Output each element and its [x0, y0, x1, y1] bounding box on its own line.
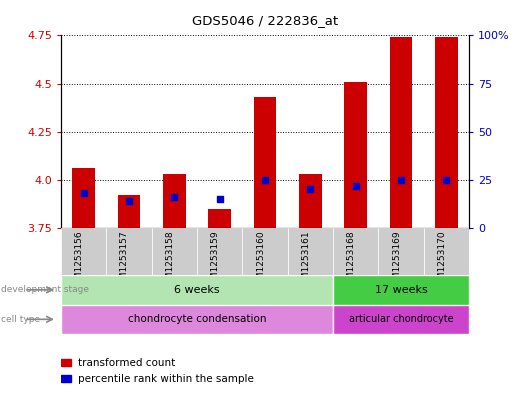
Text: GSM1253157: GSM1253157: [120, 230, 129, 291]
Bar: [435, 37, 458, 228]
Bar: [61, 305, 333, 334]
Text: GSM1253156: GSM1253156: [75, 230, 84, 291]
Text: GSM1253168: GSM1253168: [347, 230, 356, 291]
Text: 6 weeks: 6 weeks: [174, 285, 220, 295]
Text: GSM1253160: GSM1253160: [256, 230, 265, 291]
Bar: [423, 228, 469, 275]
Bar: [61, 375, 70, 382]
Point: [306, 186, 315, 193]
Bar: [118, 195, 140, 228]
Bar: [61, 359, 70, 365]
Bar: [333, 275, 469, 305]
Text: chondrocyte condensation: chondrocyte condensation: [128, 314, 266, 324]
Text: GSM1253159: GSM1253159: [210, 230, 219, 291]
Bar: [333, 305, 469, 334]
Text: transformed count: transformed count: [78, 358, 175, 368]
Bar: [152, 228, 197, 275]
Bar: [254, 97, 276, 228]
Bar: [378, 228, 423, 275]
Bar: [344, 82, 367, 228]
Text: GSM1253161: GSM1253161: [302, 230, 311, 291]
Text: GDS5046 / 222836_at: GDS5046 / 222836_at: [192, 14, 338, 27]
Bar: [107, 228, 152, 275]
Text: articular chondrocyte: articular chondrocyte: [349, 314, 453, 324]
Bar: [242, 228, 288, 275]
Bar: [72, 168, 95, 228]
Bar: [333, 228, 378, 275]
Bar: [299, 174, 322, 228]
Text: percentile rank within the sample: percentile rank within the sample: [78, 374, 254, 384]
Text: GSM1253170: GSM1253170: [437, 230, 446, 291]
Bar: [61, 275, 333, 305]
Text: development stage: development stage: [1, 285, 89, 294]
Text: cell type: cell type: [1, 315, 40, 324]
Bar: [197, 228, 242, 275]
Point: [351, 182, 360, 189]
Point: [397, 176, 405, 183]
Point: [442, 176, 450, 183]
Point: [261, 176, 269, 183]
Bar: [390, 37, 412, 228]
Bar: [288, 228, 333, 275]
Point: [80, 190, 88, 196]
Point: [125, 198, 133, 204]
Text: 17 weeks: 17 weeks: [375, 285, 427, 295]
Point: [170, 194, 179, 200]
Bar: [61, 228, 107, 275]
Text: GSM1253169: GSM1253169: [392, 230, 401, 291]
Text: GSM1253158: GSM1253158: [165, 230, 174, 291]
Bar: [208, 209, 231, 228]
Point: [215, 196, 224, 202]
Bar: [163, 174, 186, 228]
